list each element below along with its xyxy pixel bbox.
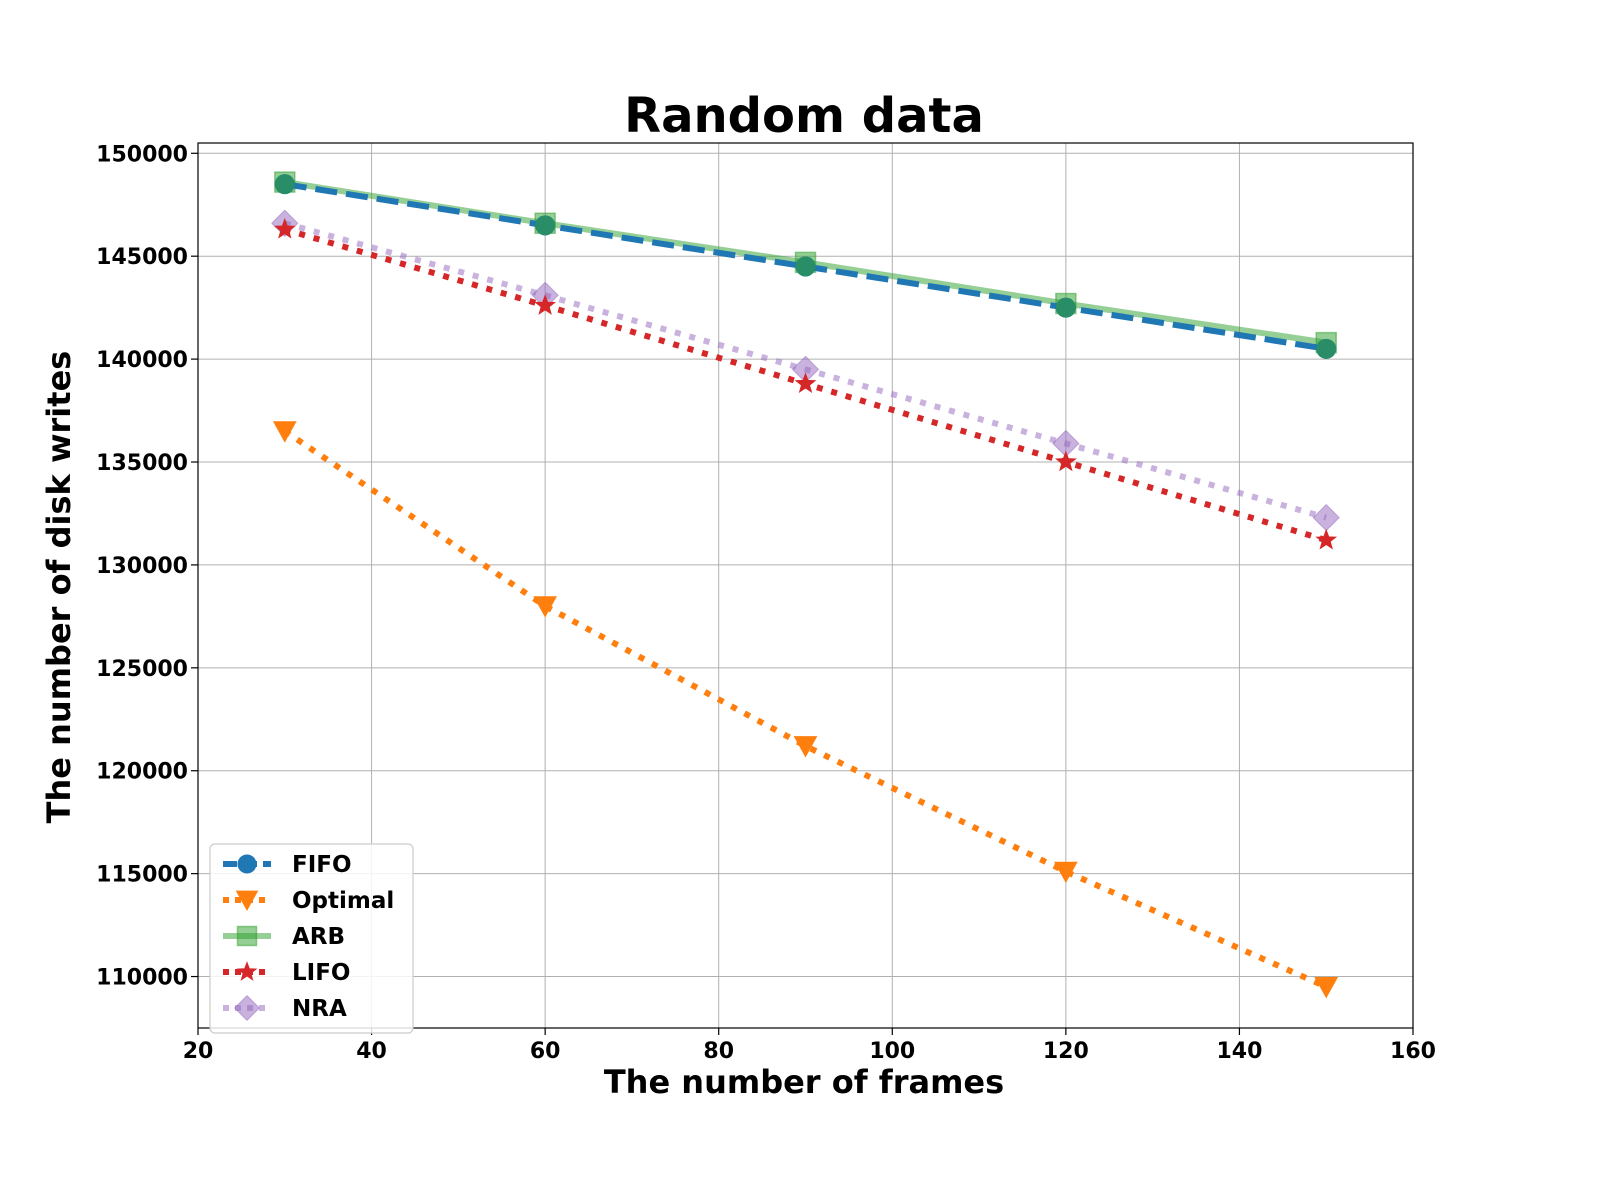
legend-marker — [237, 854, 257, 874]
legend-item-lifo: LIFO — [223, 960, 350, 986]
data-point — [534, 294, 557, 315]
data-point — [1054, 450, 1077, 472]
y-tick-label: 120000 — [96, 760, 188, 785]
legend-label: FIFO — [292, 852, 352, 878]
data-point — [1314, 976, 1339, 999]
x-tick-label: 20 — [183, 1039, 214, 1064]
data-point — [794, 372, 817, 394]
y-tick-label: 135000 — [96, 451, 188, 476]
data-point — [793, 736, 818, 758]
plot-frame — [197, 142, 1414, 1029]
data-point — [1055, 297, 1076, 318]
data-point — [1316, 338, 1337, 359]
x-tick-label: 140 — [1216, 1039, 1262, 1064]
y-tick-label: 150000 — [96, 142, 188, 167]
data-point — [272, 421, 297, 443]
legend-box — [209, 843, 414, 1034]
y-tick-label: 125000 — [96, 657, 188, 682]
series-line — [283, 428, 1328, 990]
legend-marker — [235, 890, 259, 911]
x-tick-label: 80 — [703, 1039, 734, 1064]
y-tick-label: 130000 — [96, 554, 188, 579]
legend-label: LIFO — [292, 960, 350, 986]
series-nra — [271, 209, 1340, 532]
x-tick-label: 40 — [356, 1039, 387, 1064]
data-point — [273, 218, 296, 239]
y-tick-label: 110000 — [96, 966, 188, 991]
data-point — [533, 596, 557, 618]
x-tick-label: 100 — [869, 1039, 915, 1064]
x-tick-label: 120 — [1043, 1039, 1089, 1064]
legend-label: Optimal — [292, 888, 394, 914]
series-fifo-markers — [274, 174, 1337, 359]
legend-item-arb: ARB — [223, 924, 345, 950]
data-point — [1315, 528, 1338, 550]
series-lifo — [273, 218, 1338, 550]
series-optimal — [272, 421, 1339, 999]
legend-marker — [236, 925, 258, 947]
y-tick-label: 145000 — [96, 245, 188, 270]
x-axis-title: The number of frames — [604, 1063, 1004, 1101]
data-point — [795, 256, 816, 277]
legend-marker — [236, 961, 258, 981]
y-tick-label: 115000 — [96, 863, 188, 888]
legend-item-fifo: FIFO — [223, 852, 352, 878]
series-layer — [271, 171, 1340, 999]
data-point — [535, 215, 556, 236]
x-axis-ticks: 20 40 60 80 100 120 140 160 — [183, 1028, 1436, 1064]
data-point — [1312, 503, 1340, 532]
legend-item-optimal: Optimal — [223, 888, 394, 914]
y-tick-label: 140000 — [96, 348, 188, 373]
x-tick-label: 160 — [1390, 1039, 1436, 1064]
data-point — [274, 174, 295, 195]
legend-label: NRA — [292, 996, 347, 1022]
legend: FIFO Optimal ARB LIFO NRA — [209, 843, 414, 1034]
data-point — [1054, 861, 1078, 884]
grid-lines — [197, 143, 1414, 1028]
legend-item-nra: NRA — [223, 994, 347, 1022]
legend-label: ARB — [292, 924, 345, 950]
y-axis-title: The number of disk writes — [40, 351, 78, 824]
chart-title: Random data — [624, 88, 984, 144]
x-tick-label: 60 — [530, 1039, 561, 1064]
y-axis-ticks: 110000 115000 120000 125000 130000 135000 1400… — [96, 142, 198, 991]
legend-marker — [233, 994, 261, 1022]
